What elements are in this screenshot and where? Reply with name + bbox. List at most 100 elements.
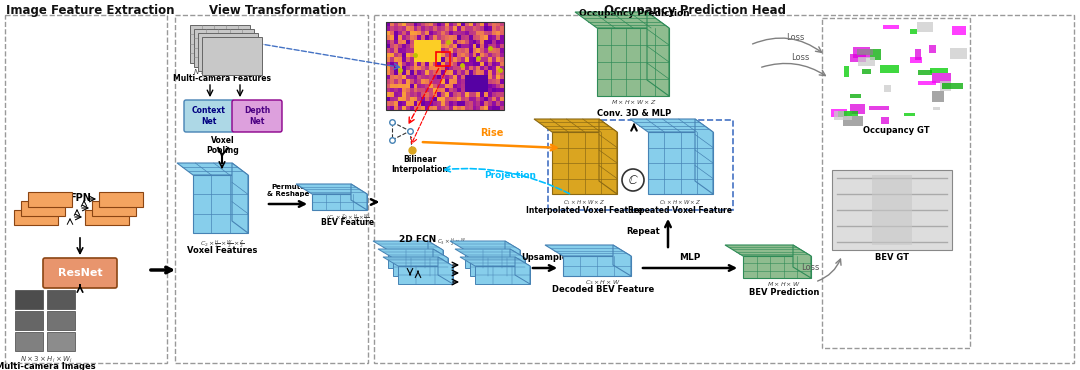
Text: $(C_2 \times \frac{Z}{2}) \times \frac{H}{2} \times \frac{W}{2}$: $(C_2 \times \frac{Z}{2}) \times \frac{H…	[326, 212, 370, 224]
Polygon shape	[14, 210, 58, 225]
Polygon shape	[388, 250, 443, 268]
Text: Rise: Rise	[481, 128, 503, 138]
Bar	[548, 120, 733, 210]
Polygon shape	[534, 119, 617, 132]
Text: Loss: Loss	[791, 53, 809, 62]
Polygon shape	[475, 266, 530, 284]
Polygon shape	[470, 258, 525, 276]
Bar	[853, 47, 870, 58]
Bar	[870, 49, 881, 60]
Text: MLP: MLP	[679, 253, 701, 262]
Text: $C_2 \times \frac{H}{2} \times \frac{W}{2} \times \frac{Z}{2}$: $C_2 \times \frac{H}{2} \times \frac{W}{…	[200, 238, 244, 250]
Bar	[850, 104, 865, 114]
Bar	[918, 81, 936, 85]
Bar	[932, 91, 944, 102]
Bar	[386, 22, 504, 110]
Polygon shape	[28, 192, 72, 207]
Polygon shape	[433, 249, 448, 276]
Bar	[843, 111, 858, 116]
Bar	[436, 52, 450, 66]
Polygon shape	[743, 256, 811, 278]
Polygon shape	[92, 201, 136, 216]
Text: BEV Prediction: BEV Prediction	[748, 288, 820, 297]
Bar	[930, 68, 948, 73]
Polygon shape	[85, 210, 129, 225]
Polygon shape	[373, 241, 443, 250]
Polygon shape	[648, 132, 713, 194]
Text: Repeat: Repeat	[626, 228, 660, 236]
Bar	[202, 37, 262, 75]
Bar	[885, 85, 891, 92]
Text: Occupancy GT: Occupancy GT	[863, 126, 929, 135]
Text: Projection: Projection	[484, 171, 536, 180]
Text: 2D FCN: 2D FCN	[400, 235, 436, 244]
Text: Conv. 3D & MLP: Conv. 3D & MLP	[597, 109, 671, 118]
Bar	[880, 65, 899, 73]
Bar	[832, 170, 951, 250]
Polygon shape	[460, 257, 530, 266]
FancyBboxPatch shape	[184, 100, 234, 132]
Bar	[904, 113, 915, 116]
Circle shape	[622, 169, 644, 191]
Bar	[932, 73, 951, 83]
Bar	[194, 29, 254, 67]
Bar	[48, 311, 75, 330]
Text: Voxel
Pooling: Voxel Pooling	[206, 136, 240, 155]
Polygon shape	[465, 250, 519, 268]
Text: Multi-camera Images: Multi-camera Images	[0, 362, 96, 370]
Polygon shape	[312, 194, 367, 210]
Bar	[850, 94, 861, 98]
Bar	[910, 57, 922, 63]
Polygon shape	[552, 132, 617, 194]
Polygon shape	[383, 257, 453, 266]
Polygon shape	[450, 241, 519, 250]
Bar	[917, 22, 933, 32]
Bar	[850, 54, 866, 62]
Polygon shape	[599, 119, 617, 194]
Text: Permute
& Reshape: Permute & Reshape	[267, 184, 309, 197]
Bar	[910, 29, 917, 34]
Text: $M \times H \times W$: $M \times H \times W$	[767, 280, 801, 288]
Polygon shape	[351, 184, 367, 210]
FancyBboxPatch shape	[43, 258, 117, 288]
Bar	[48, 332, 75, 351]
Polygon shape	[177, 163, 248, 175]
Polygon shape	[613, 245, 631, 276]
Polygon shape	[399, 266, 453, 284]
Polygon shape	[545, 245, 631, 256]
Bar	[929, 45, 936, 53]
Bar	[834, 111, 852, 120]
Text: Context
Net: Context Net	[192, 106, 226, 126]
Bar	[831, 109, 847, 117]
Text: $C_1 \times H \times W \times Z$: $C_1 \times H \times W \times Z$	[563, 198, 605, 207]
Text: $C_3 \times H \times W$: $C_3 \times H \times W$	[585, 278, 621, 287]
Bar	[374, 15, 1074, 363]
Text: View Transformation: View Transformation	[210, 4, 347, 17]
Bar	[190, 25, 249, 63]
Text: FPN: FPN	[69, 193, 91, 203]
Bar	[951, 26, 966, 35]
Bar	[915, 49, 921, 60]
Text: $M \times H \times W \times Z$: $M \times H \times W \times Z$	[611, 98, 657, 106]
Bar	[942, 83, 963, 89]
Polygon shape	[725, 245, 811, 256]
Bar	[862, 69, 870, 74]
Bar	[15, 311, 43, 330]
Polygon shape	[505, 241, 519, 268]
Text: Upsample: Upsample	[522, 253, 568, 262]
Bar	[843, 116, 863, 126]
Text: Loss: Loss	[786, 33, 805, 42]
Text: Decoded BEV Feature: Decoded BEV Feature	[552, 285, 654, 294]
Text: Occupancy Prediction: Occupancy Prediction	[579, 9, 689, 18]
Polygon shape	[563, 256, 631, 276]
Bar	[15, 290, 43, 309]
Text: Repeated Voxel Feature: Repeated Voxel Feature	[627, 206, 732, 215]
Text: BEV Feature: BEV Feature	[322, 218, 375, 227]
Text: $N \times 3 \times H_i \times W_i$: $N \times 3 \times H_i \times W_i$	[19, 355, 72, 365]
Text: BEV GT: BEV GT	[875, 253, 909, 262]
Bar	[822, 18, 970, 348]
Text: Image Feature Extraction: Image Feature Extraction	[5, 4, 174, 17]
Polygon shape	[428, 241, 443, 268]
Bar	[5, 15, 167, 363]
Bar	[838, 111, 843, 117]
